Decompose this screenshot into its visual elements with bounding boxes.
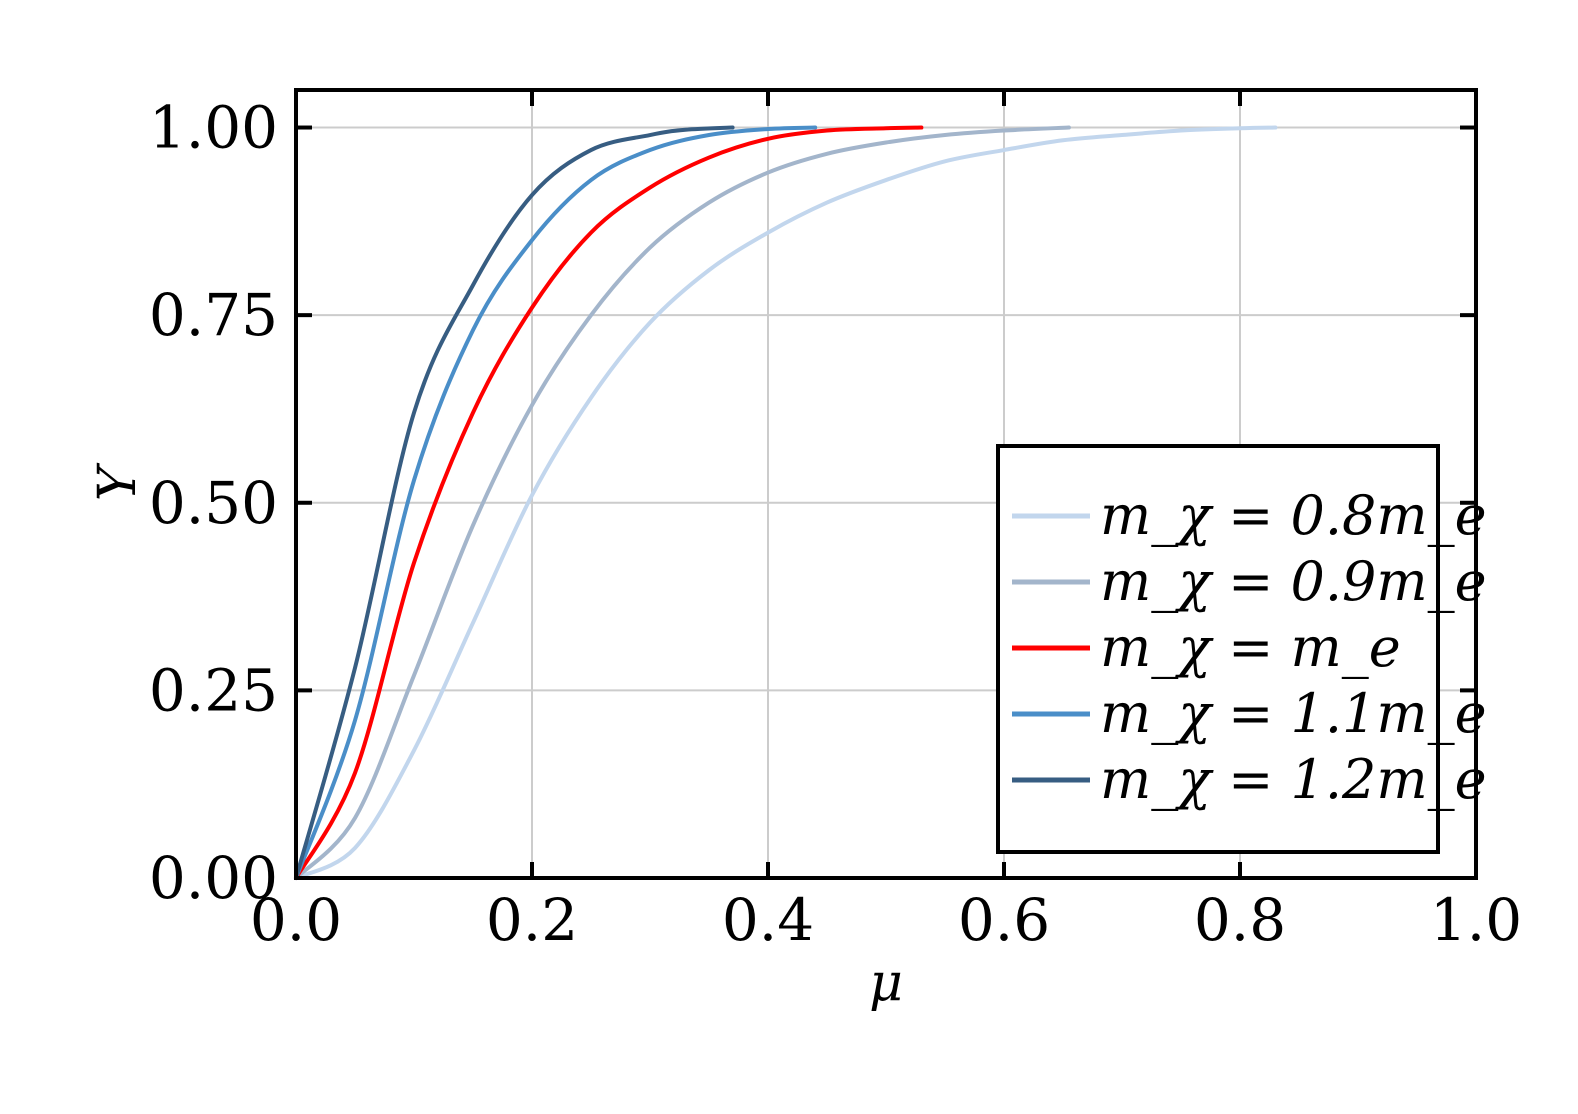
series-line-0	[294, 125, 1278, 880]
legend-label-1: m_χ = 0.9m_e	[1100, 550, 1487, 613]
legend: m_χ = 0.8m_em_χ = 0.9m_em_χ = m_em_χ = 1…	[996, 444, 1487, 854]
series-line-3	[294, 125, 818, 880]
plot-frame	[294, 88, 1478, 880]
x-tick-label: 0.8	[1194, 886, 1286, 954]
y-tick-label: 1.00	[149, 94, 278, 162]
y-tick-label: 0.50	[149, 469, 278, 537]
y-axis-label: Y	[88, 462, 148, 501]
legend-label-3: m_χ = 1.1m_e	[1100, 682, 1487, 745]
series-line-1	[294, 125, 1071, 880]
series-lines	[294, 125, 1278, 880]
series-line-4	[294, 125, 735, 880]
series-line-2	[294, 125, 924, 880]
x-tick-label: 0.4	[722, 886, 814, 954]
x-tick-label: 0.6	[958, 886, 1050, 954]
y-tick-label: 0.75	[149, 281, 278, 349]
x-tick-label: 1.0	[1430, 886, 1522, 954]
legend-label-2: m_χ = m_e	[1100, 616, 1401, 679]
tick-labels: 0.0 0.2 0.4 0.6 0.8 1.0 0.00 0.25 0.50 0.75 1.00	[149, 94, 1522, 954]
x-axis-label: μ	[869, 953, 903, 1013]
x-tick-label: 0.2	[486, 886, 578, 954]
y-tick-label: 0.25	[149, 656, 278, 724]
ticks	[294, 90, 1478, 880]
legend-label-0: m_χ = 0.8m_e	[1100, 484, 1487, 547]
y-tick-label: 0.00	[149, 844, 278, 912]
legend-label-4: m_χ = 1.2m_e	[1100, 748, 1487, 811]
x-tick-label: 0.0	[250, 886, 342, 954]
